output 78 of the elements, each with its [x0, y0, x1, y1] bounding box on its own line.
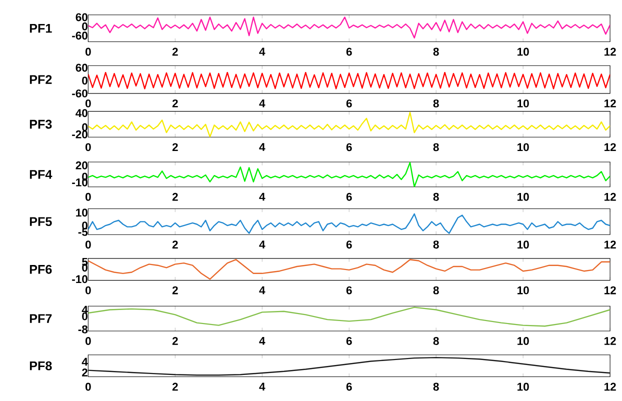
- line-series: [88, 162, 610, 188]
- x-tick-label: 2: [172, 193, 178, 201]
- y-tick-label: 0: [82, 123, 88, 132]
- y-tick-label: 0: [82, 76, 88, 85]
- y-axis-title: PF1: [30, 24, 52, 33]
- x-tick-label: 8: [433, 382, 439, 391]
- x-tick-label: 10: [518, 240, 529, 249]
- x-tick-label: 6: [346, 382, 352, 391]
- y-axis-title: PF8: [30, 362, 52, 370]
- x-tick-label: 6: [346, 193, 352, 202]
- x-tick-label: 10: [518, 382, 529, 391]
- x-tick-label: 4: [259, 143, 266, 152]
- x-tick-label: 4: [259, 240, 266, 249]
- y-tick-label: -60: [72, 90, 88, 98]
- x-tick-label: 8: [433, 193, 439, 202]
- y-tick-label: 0: [82, 22, 88, 31]
- x-tick-label: 4: [259, 48, 266, 56]
- x-tick-label: 12: [604, 48, 616, 56]
- x-tick-label: 6: [346, 143, 352, 152]
- x-tick-label: 6: [346, 337, 352, 346]
- y-tick-label: -60: [72, 32, 88, 40]
- x-tick-label: 2: [172, 143, 178, 152]
- y-axis-title: PF5: [30, 217, 52, 226]
- x-tick-label: 12: [604, 382, 616, 391]
- line-series: [88, 16, 610, 39]
- x-tick-label: 8: [433, 143, 439, 152]
- y-tick-label: -10: [72, 275, 88, 284]
- x-tick-label: 2: [172, 240, 178, 249]
- x-tick-label: 10: [518, 193, 529, 202]
- x-tick-label: 8: [433, 337, 439, 346]
- y-axis-title: PF4: [30, 170, 52, 179]
- x-tick-label: 8: [433, 48, 439, 56]
- x-tick-label: 12: [604, 100, 616, 108]
- line-series: [88, 306, 610, 327]
- x-tick-label: 6: [346, 286, 352, 294]
- y-tick-label: 60: [76, 13, 88, 22]
- x-tick-label: 12: [604, 286, 616, 294]
- x-tick-label: 10: [518, 100, 529, 108]
- y-axis-title: PF6: [30, 265, 52, 274]
- y-tick-label: -8: [78, 326, 88, 334]
- y-tick-label: -20: [72, 130, 88, 139]
- y-tick-label: 20: [76, 162, 88, 170]
- x-tick-label: 12: [604, 143, 616, 152]
- x-tick-label: 4: [259, 286, 266, 294]
- x-tick-label: 4: [259, 100, 266, 108]
- x-tick-label: 2: [172, 382, 178, 391]
- x-tick-label: 12: [604, 240, 616, 249]
- y-tick-label: 60: [76, 64, 88, 72]
- x-tick-label: 6: [346, 100, 352, 108]
- x-tick-label: 4: [259, 337, 266, 345]
- y-tick-label: 0: [82, 312, 88, 320]
- x-tick-label: 6: [346, 48, 352, 56]
- x-tick-label: 8: [433, 286, 439, 294]
- x-tick-label: 10: [518, 286, 529, 294]
- y-tick-label: 2: [82, 368, 88, 377]
- y-axis-title: PF7: [30, 314, 52, 324]
- x-tick-label: 8: [433, 100, 439, 108]
- x-tick-label: 4: [259, 193, 266, 201]
- y-tick-label: 40: [76, 109, 88, 118]
- x-tick-label: 10: [518, 337, 529, 346]
- line-series: [88, 112, 610, 138]
- x-tick-label: 2: [172, 286, 178, 294]
- x-tick-label: 12: [604, 337, 616, 346]
- x-tick-label: 4: [259, 382, 266, 391]
- y-tick-label: 10: [76, 208, 88, 217]
- x-tick-label: 10: [518, 48, 529, 56]
- x-tick-label: 2: [172, 100, 178, 108]
- x-tick-label: 8: [433, 240, 439, 249]
- x-tick-label: 2: [172, 48, 178, 56]
- y-axis-title: PF2: [30, 75, 52, 84]
- x-tick-label: 2: [172, 337, 178, 346]
- x-tick-label: 12: [604, 193, 616, 201]
- y-axis-title: PF3: [30, 120, 52, 129]
- x-tick-label: 10: [518, 143, 529, 152]
- y-tick-label: 4: [82, 306, 88, 314]
- y-tick-label: 4: [82, 358, 88, 366]
- line-series: [88, 72, 610, 90]
- x-tick-label: 6: [346, 240, 352, 249]
